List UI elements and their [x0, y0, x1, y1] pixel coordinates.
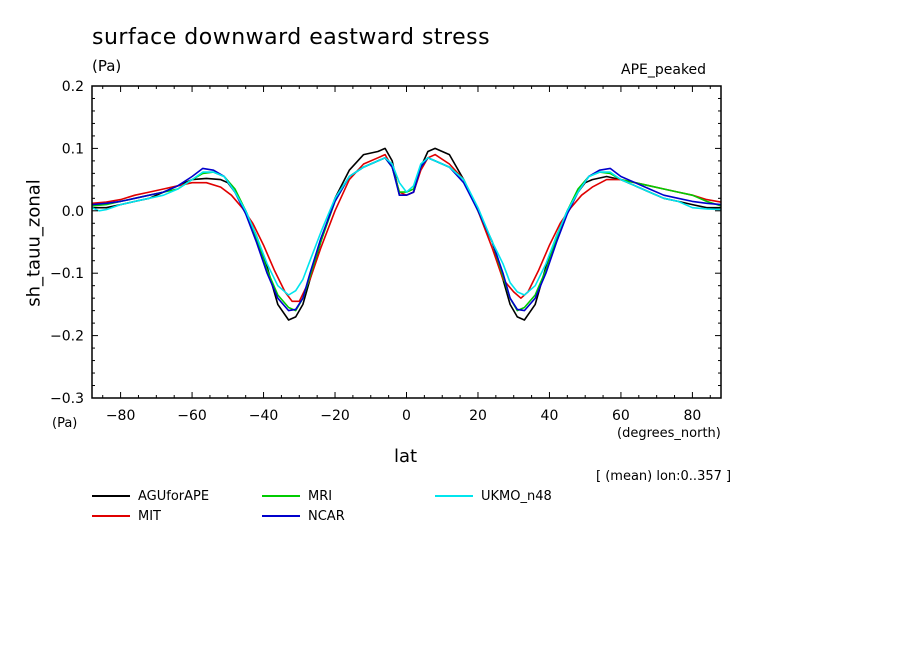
series-line-0 — [92, 147, 721, 321]
series-line-1 — [92, 153, 721, 303]
legend-label: UKMO_n48 — [481, 489, 552, 504]
experiment-label: APE_peaked — [621, 62, 707, 78]
x-tick-label: 60 — [612, 408, 630, 424]
legend-swatch — [435, 495, 473, 497]
legend-swatch — [262, 495, 300, 497]
y-unit-label: (Pa) — [52, 416, 78, 431]
series-line-4 — [92, 157, 721, 296]
y-tick-label: 0.2 — [62, 79, 84, 95]
y-tick-label: −0.3 — [50, 391, 84, 407]
x-unit-label: (degrees_north) — [617, 426, 721, 441]
x-axis-label: lat — [394, 446, 418, 467]
x-tick-label: −60 — [177, 408, 207, 424]
legend-swatch — [262, 515, 300, 517]
y-tick-label: 0.0 — [62, 204, 84, 220]
legend-swatch — [92, 515, 130, 517]
legend-label: AGUforAPE — [138, 489, 210, 504]
y-tick-label: −0.1 — [50, 266, 84, 282]
averaging-note: [ (mean) lon:0..357 ] — [596, 469, 732, 484]
chart-title: surface downward eastward stress — [92, 25, 491, 50]
units-label: (Pa) — [92, 57, 122, 75]
legend-label: NCAR — [308, 509, 345, 524]
x-tick-label: 80 — [683, 408, 701, 424]
legend-label: MIT — [138, 509, 161, 524]
x-tick-label: −20 — [320, 408, 350, 424]
y-tick-label: 0.1 — [62, 141, 84, 157]
x-tick-label: −80 — [106, 408, 136, 424]
legend-swatch — [92, 495, 130, 497]
plot-frame — [91, 85, 722, 399]
x-tick-label: 0 — [402, 408, 411, 424]
x-tick-label: 20 — [469, 408, 487, 424]
legend-label: MRI — [308, 489, 333, 504]
x-tick-label: 40 — [541, 408, 559, 424]
series-line-3 — [92, 157, 721, 312]
x-tick-label: −40 — [249, 408, 279, 424]
y-tick-label: −0.2 — [50, 329, 84, 345]
